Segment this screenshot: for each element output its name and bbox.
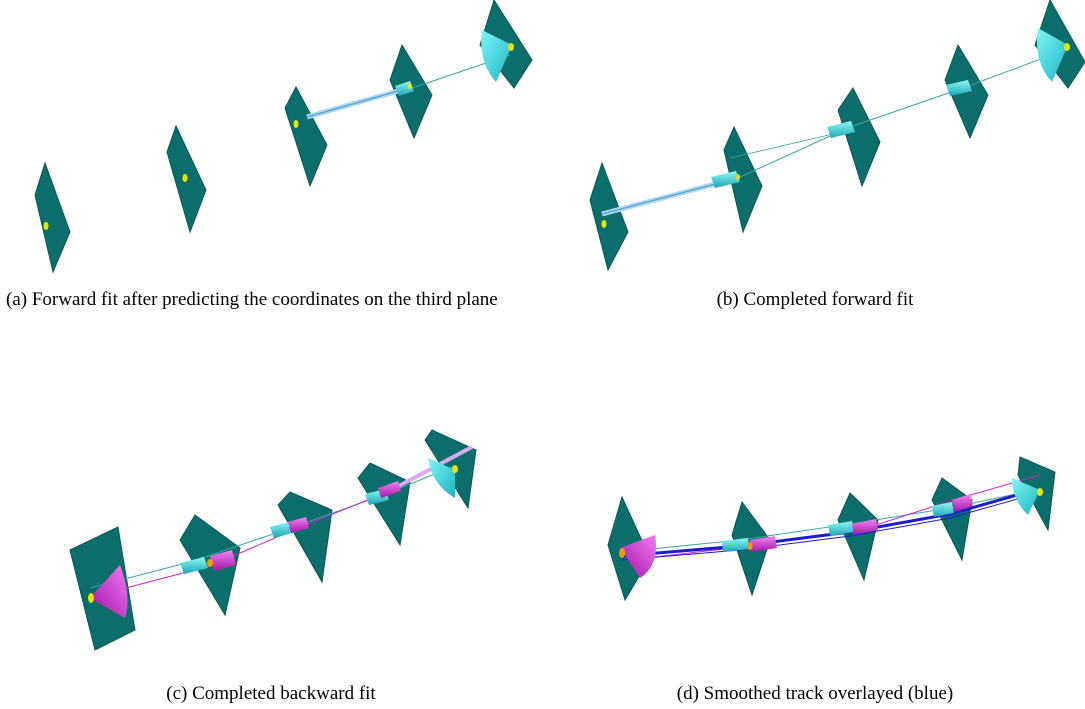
forward-cone <box>1012 478 1040 515</box>
backward-cylinder <box>378 481 401 498</box>
backward-track <box>627 474 1041 561</box>
track-line <box>621 489 1036 553</box>
smoothed-track <box>621 493 1036 561</box>
hit-marker <box>508 43 514 51</box>
hit-marker <box>452 465 458 473</box>
caption-b: (b) Completed forward fit <box>716 289 914 310</box>
hit-marker <box>408 83 412 89</box>
backward-cone <box>620 535 656 578</box>
hit-marker <box>182 174 188 182</box>
caption-d: (d) Smoothed track overlayed (blue) <box>676 683 954 704</box>
backward-cylinder <box>288 517 309 533</box>
forward-cone <box>1036 28 1068 82</box>
detector-plane <box>284 85 328 188</box>
backward-cylinder <box>952 494 973 512</box>
forward-cylinder <box>722 538 749 552</box>
forward-cylinder <box>828 521 854 536</box>
hit-marker <box>736 174 740 180</box>
hit-marker <box>601 220 607 228</box>
detector-plane <box>931 477 973 562</box>
hit-marker <box>207 559 213 567</box>
detector-plane <box>589 161 629 272</box>
detector-plane <box>34 161 71 274</box>
forward-cone <box>428 458 455 498</box>
forward-cylinder <box>180 557 208 574</box>
detector-plane <box>277 491 333 584</box>
hit-marker <box>747 542 753 550</box>
forward-cylinder <box>827 121 855 138</box>
forward-cylinder <box>711 171 740 188</box>
forward-cylinder <box>932 502 954 517</box>
hit-marker <box>1064 43 1070 51</box>
panel-b <box>589 0 1085 272</box>
backward-cone <box>90 565 128 618</box>
detector-plane <box>837 87 881 188</box>
hit-marker <box>88 593 94 603</box>
backward-cylinder <box>852 519 878 535</box>
panel-c <box>69 429 477 651</box>
panel-a <box>34 0 533 274</box>
hit-marker <box>1037 488 1043 496</box>
forward-cone <box>481 30 512 82</box>
forward-cylinder <box>946 80 972 96</box>
hit-marker <box>43 222 49 230</box>
hit-marker <box>619 548 625 558</box>
panel-d <box>607 456 1056 602</box>
caption-a: (a) Forward fit after predicting the coo… <box>6 289 498 310</box>
backward-cylinder <box>210 550 236 571</box>
track-line <box>737 49 1066 179</box>
hit-marker <box>293 120 299 128</box>
backward-cylinder <box>750 536 777 552</box>
predicted-track <box>306 86 413 118</box>
detector-plane <box>723 125 763 234</box>
caption-c: (c) Completed backward fit <box>166 683 376 704</box>
detector-plane <box>357 462 411 547</box>
